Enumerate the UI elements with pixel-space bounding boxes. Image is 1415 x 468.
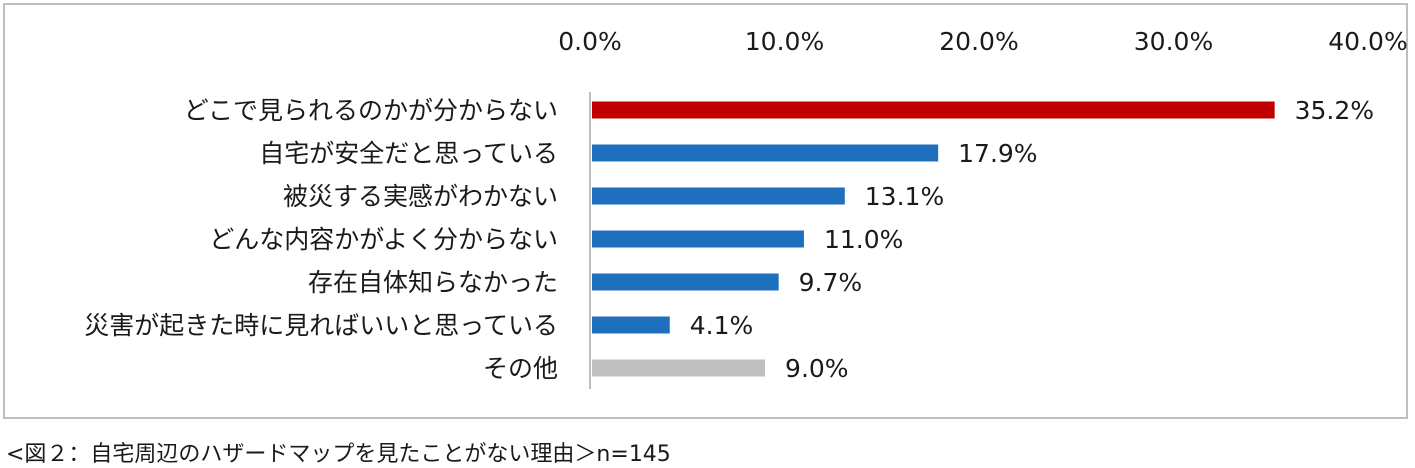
chart-frame: 0.0% 10.0% 20.0% 30.0% 40.0% どこで見られるのかが分からない 3… [3,3,1408,419]
bar [592,273,779,291]
category-label: どんな内容かがよく分からない [209,225,558,254]
bar [592,359,766,377]
figure-caption: <図２：自宅周辺のハザードマップを見たことがない理由＞n=145 [6,442,671,467]
category-label: 災害が起きた時に見ればいいと思っている [84,311,558,340]
bar-chart: 0.0% 10.0% 20.0% 30.0% 40.0% どこで見られるのかが分からない 3… [84,27,1408,389]
data-label: 9.7% [799,268,863,297]
x-tick-label: 40.0% [1328,27,1407,56]
data-label: 4.1% [690,311,754,340]
x-tick-label: 30.0% [1134,27,1213,56]
bar [592,187,845,205]
category-label: どこで見られるのかが分からない [184,96,558,125]
category-label: 被災する実感がわかない [283,182,558,211]
data-label: 13.1% [865,182,944,211]
x-tick-label: 10.0% [745,27,824,56]
category-label: 自宅が安全だと思っている [259,139,558,168]
data-label: 17.9% [958,139,1037,168]
category-label: 存在自体知らなかった [308,268,558,297]
bar [592,101,1275,119]
x-tick-label: 0.0% [558,27,622,56]
bar [592,230,804,248]
data-label: 11.0% [824,225,903,254]
data-label: 9.0% [785,354,849,383]
category-label: その他 [483,354,558,383]
data-label: 35.2% [1295,96,1374,125]
x-tick-label: 20.0% [939,27,1018,56]
bar [592,316,670,334]
bar [592,144,939,162]
